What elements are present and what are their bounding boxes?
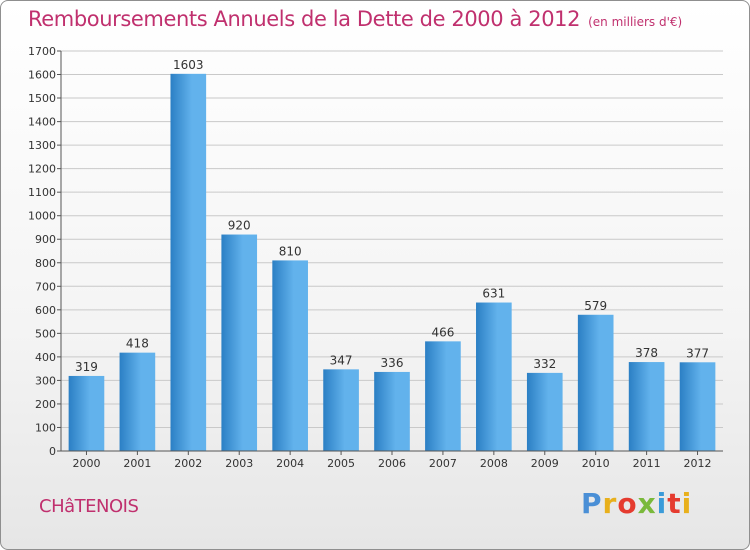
y-tick-label: 500 (35, 327, 56, 340)
logo-letter: o (617, 487, 638, 520)
y-tick-label: 0 (49, 445, 56, 458)
x-tick-label-2002: 2002 (174, 457, 202, 470)
axis-layer: 0 100 200 300 400 500 600 700 800 900 1000 1100 1200… (28, 45, 723, 470)
y-tick-label: 1400 (28, 116, 56, 129)
chart-title: Remboursements Annuels de la Dette de 20… (28, 7, 682, 31)
y-tick-label: 900 (35, 233, 56, 246)
y-tick-label: 1000 (28, 210, 56, 223)
data-label-2010: 579 (584, 299, 607, 313)
y-tick-label: 1700 (28, 45, 56, 58)
y-tick-label: 1100 (28, 186, 56, 199)
data-label-2012: 377 (686, 346, 709, 360)
logo-letter: i (656, 487, 668, 520)
x-tick-label-2006: 2006 (378, 457, 406, 470)
y-tick-label: 1500 (28, 92, 56, 105)
y-tick-label: 800 (35, 257, 56, 270)
data-label-2003: 920 (228, 219, 251, 233)
x-tick-label-2003: 2003 (225, 457, 253, 470)
data-label-2011: 378 (635, 346, 658, 360)
data-label-2006: 336 (381, 356, 404, 370)
bar-2006 (374, 371, 410, 451)
bar-2002 (170, 73, 207, 451)
bar-chart: 319 418 1603 920 810 347 336 466 631 332 579 378 377… (28, 45, 723, 470)
y-tick-label: 1300 (28, 139, 56, 152)
y-tick-label: 700 (35, 280, 56, 293)
logo-letter: t (667, 487, 682, 520)
y-tick-label: 1200 (28, 163, 56, 176)
grid-layer (61, 50, 723, 428)
x-tick-label-2004: 2004 (276, 457, 304, 470)
data-label-2002: 1603 (173, 58, 204, 72)
y-tick-label: 200 (35, 398, 56, 411)
logo-letter: P (581, 487, 603, 520)
bar-2000 (68, 375, 105, 451)
logo-letter: i (681, 487, 693, 520)
bar-2009 (526, 372, 563, 451)
x-tick-label-2007: 2007 (429, 457, 457, 470)
data-label-2008: 631 (482, 287, 505, 301)
bar-2008 (476, 302, 512, 451)
x-tick-label-2008: 2008 (480, 457, 508, 470)
x-tick-label-2000: 2000 (72, 457, 100, 470)
bar-2011 (628, 362, 665, 451)
data-label-2009: 332 (533, 357, 556, 371)
bars-layer: 319 418 1603 920 810 347 336 466 631 332 579 378 377 (68, 58, 716, 451)
data-label-2000: 319 (75, 360, 98, 374)
logo-letter: r (602, 487, 618, 520)
chart-unit: (en milliers d'€) (588, 15, 683, 29)
data-label-2001: 418 (126, 337, 149, 351)
data-label-2007: 466 (431, 325, 454, 339)
y-tick-label: 400 (35, 351, 56, 364)
x-tick-label-2009: 2009 (531, 457, 559, 470)
y-tick-label: 100 (35, 421, 56, 434)
x-tick-label-2005: 2005 (327, 457, 355, 470)
logo-letter: x (637, 487, 657, 520)
x-tick-label-2011: 2011 (633, 457, 661, 470)
bar-2007 (425, 341, 461, 451)
bar-2003 (221, 234, 258, 451)
chart-title-text: Remboursements Annuels de la Dette de 20… (28, 7, 581, 31)
y-tick-label: 1600 (28, 69, 56, 82)
bar-2012 (679, 362, 716, 451)
y-tick-label: 600 (35, 304, 56, 317)
data-label-2004: 810 (279, 244, 302, 258)
x-tick-label-2001: 2001 (123, 457, 151, 470)
bar-2004 (272, 260, 308, 451)
city-name: CHâTENOIS (39, 496, 139, 517)
bar-2005 (323, 369, 359, 451)
x-tick-label-2012: 2012 (684, 457, 712, 470)
bar-2010 (577, 314, 614, 451)
y-tick-label: 300 (35, 374, 56, 387)
x-tick-label-2010: 2010 (582, 457, 610, 470)
bar-2001 (119, 352, 156, 451)
data-label-2005: 347 (330, 353, 353, 367)
proxiti-logo: Proxiti (581, 487, 692, 520)
